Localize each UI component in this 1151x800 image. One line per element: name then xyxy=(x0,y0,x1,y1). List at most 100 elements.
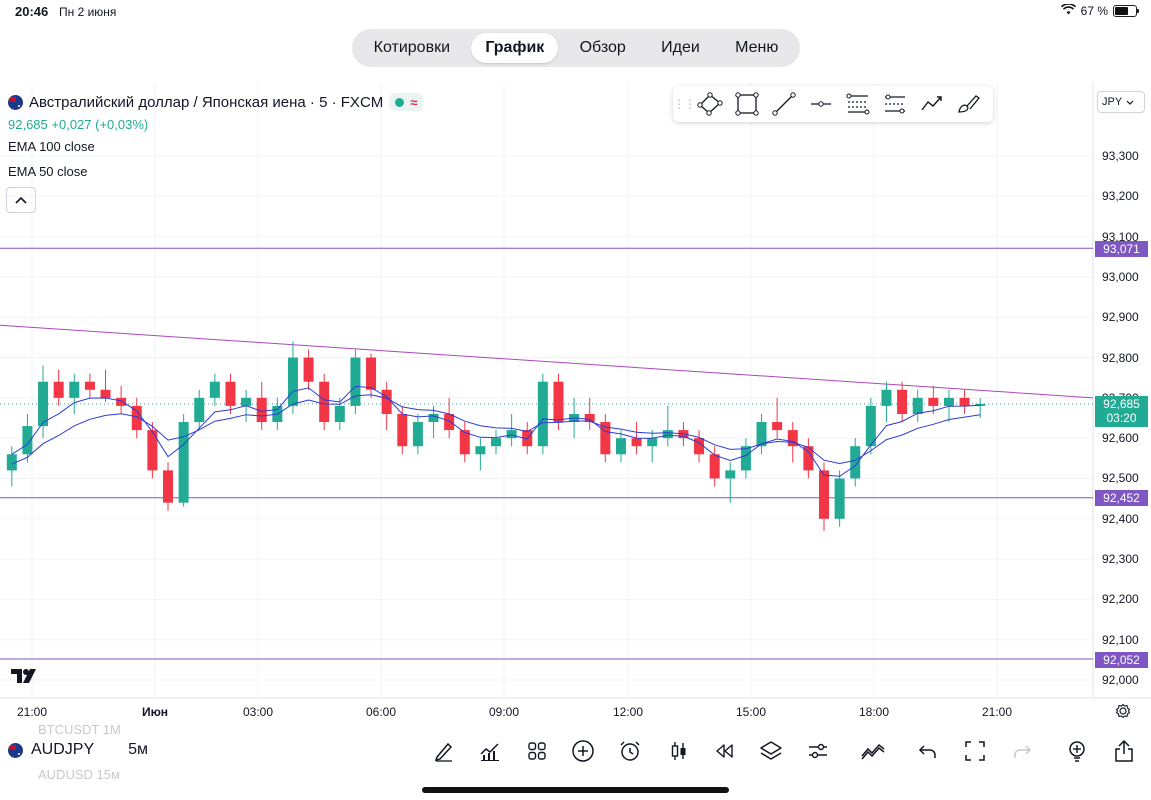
candle-body xyxy=(787,430,798,447)
candle-body xyxy=(412,422,423,447)
candle-body xyxy=(428,413,439,423)
axis-settings-icon[interactable] xyxy=(1115,703,1131,724)
currency-value: JPY xyxy=(1102,96,1123,108)
redo-icon[interactable] xyxy=(1007,736,1037,766)
timeframe[interactable]: 5м xyxy=(128,741,149,758)
candle-body xyxy=(615,438,626,455)
candle-body xyxy=(147,430,158,471)
tab-ideas[interactable]: Идеи xyxy=(661,39,700,56)
candle-body xyxy=(975,403,986,406)
candle-type-icon[interactable] xyxy=(664,736,694,766)
price-tick: 92,600 xyxy=(1102,431,1139,446)
drag-handle-icon[interactable]: ⋮⋮ xyxy=(673,97,696,111)
candle-body xyxy=(631,438,642,447)
ghost-symbol-above: BTCUSDT 1M xyxy=(38,722,121,737)
drawing-pen-icon[interactable] xyxy=(429,736,459,766)
trend-drawings-icon[interactable] xyxy=(858,736,888,766)
candle-body xyxy=(475,446,486,455)
price-tick: 93,000 xyxy=(1102,269,1139,284)
fullscreen-icon[interactable] xyxy=(960,736,990,766)
symbol-legend[interactable]: Австралийский доллар / Японская иена · 5… xyxy=(8,93,424,111)
share-icon[interactable] xyxy=(1109,736,1139,766)
indicators-icon[interactable] xyxy=(475,736,505,766)
price-tick: 92,900 xyxy=(1102,310,1139,325)
candles xyxy=(6,341,986,531)
candle-body xyxy=(819,470,829,519)
candle-body xyxy=(662,430,673,439)
collapse-legend-button[interactable] xyxy=(6,187,36,213)
settings-sliders-icon[interactable] xyxy=(803,736,833,766)
symbol-title: Австралийский доллар / Японская иена · 5… xyxy=(29,93,384,111)
level-label-top: 93,071 xyxy=(1095,241,1148,257)
time-tick: 21:00 xyxy=(981,705,1013,719)
candle-body xyxy=(897,389,908,414)
candle-body xyxy=(38,381,49,427)
candle-body xyxy=(725,470,736,479)
time-tick: 12:00 xyxy=(612,705,644,719)
price-tick: 92,500 xyxy=(1102,471,1139,486)
trend-line xyxy=(0,324,1094,399)
candle-body xyxy=(740,446,751,471)
chevron-up-icon xyxy=(15,196,27,204)
price-chart[interactable] xyxy=(0,82,1151,722)
candle-body xyxy=(84,381,95,390)
candle-body xyxy=(178,422,189,503)
rectangle-tool-icon[interactable] xyxy=(728,86,765,122)
pattern-tool-icon[interactable] xyxy=(913,86,950,122)
polyline-tool-icon[interactable] xyxy=(691,86,728,122)
fib-retracement-tool-icon[interactable] xyxy=(839,86,876,122)
home-indicator[interactable] xyxy=(422,787,729,793)
candle-body xyxy=(553,381,564,423)
trend-line-tool-icon[interactable] xyxy=(765,86,802,122)
price-tick: 92,000 xyxy=(1102,673,1139,687)
price-change: +0,027 (+0,03%) xyxy=(51,117,149,132)
battery-percent: 67 % xyxy=(1080,4,1108,18)
candle-body xyxy=(131,405,142,431)
candle-body xyxy=(241,397,252,406)
candle-body xyxy=(647,438,658,447)
ghost-symbol-below: AUDUSD 15м xyxy=(38,767,120,782)
symbol-selector[interactable]: AUDJPY 5м xyxy=(8,741,148,759)
horizontal-ray-tool-icon[interactable] xyxy=(802,86,839,122)
chart-grid xyxy=(0,82,1093,698)
candle-body xyxy=(303,357,314,382)
candle-body xyxy=(366,357,377,390)
tab-menu[interactable]: Меню xyxy=(735,39,779,56)
ideas-lightbulb-icon[interactable] xyxy=(1062,736,1092,766)
candle-body xyxy=(397,413,408,447)
time-tick: Июн xyxy=(141,705,169,719)
tab-overview[interactable]: Обзор xyxy=(579,39,626,56)
australia-flag-icon xyxy=(8,94,23,110)
market-status-badge[interactable]: ≈ xyxy=(389,93,424,111)
candle-body xyxy=(959,397,970,406)
candle-body xyxy=(6,454,17,471)
time-tick: 03:00 xyxy=(242,705,274,719)
level-label-low: 92,052 xyxy=(1095,652,1148,668)
australia-flag-icon xyxy=(8,742,23,758)
candle-body xyxy=(537,381,548,447)
candle-body xyxy=(225,381,236,406)
indicator-ema-50[interactable]: EMA 50 close xyxy=(8,164,88,179)
candle-body xyxy=(163,470,173,503)
layers-icon[interactable] xyxy=(756,736,786,766)
alert-clock-icon[interactable] xyxy=(615,736,645,766)
candle-body xyxy=(850,446,861,479)
candle-body xyxy=(209,381,220,398)
layouts-grid-icon[interactable] xyxy=(522,736,552,766)
parallel-channel-tool-icon[interactable] xyxy=(876,86,913,122)
candle-body xyxy=(834,478,845,519)
undo-icon[interactable] xyxy=(913,736,943,766)
candle-body xyxy=(381,389,392,414)
chevron-down-icon xyxy=(1126,100,1134,105)
tab-quotes[interactable]: Котировки xyxy=(373,39,451,56)
candle-body xyxy=(256,397,267,423)
currency-select[interactable]: JPY xyxy=(1097,91,1145,113)
tab-chart[interactable]: График xyxy=(471,33,559,63)
replay-icon[interactable] xyxy=(709,736,739,766)
brush-tool-icon[interactable] xyxy=(950,86,987,122)
indicator-ema-100[interactable]: EMA 100 close xyxy=(8,139,95,154)
tradingview-logo-icon[interactable] xyxy=(11,668,41,689)
add-compare-icon[interactable] xyxy=(568,736,598,766)
candle-body xyxy=(69,381,80,398)
status-indicators: 67 % xyxy=(1060,3,1139,18)
